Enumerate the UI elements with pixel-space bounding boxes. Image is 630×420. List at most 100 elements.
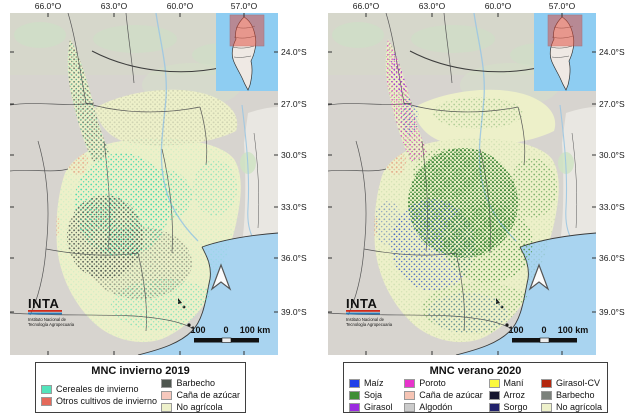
scale-bar-label: 0	[541, 325, 546, 335]
legend-title: MNC verano 2020	[429, 365, 522, 377]
map-panel-verano: 66.0°O 63.0°O 60.0°O 57.0°O	[328, 1, 625, 355]
legend-item: Soja	[349, 390, 404, 401]
legend-swatch	[41, 397, 52, 406]
inta-subtitle: Tecnología Agropecuaria	[28, 322, 75, 327]
lat-label: 30.0°S	[281, 150, 307, 160]
legend-item: Barbecho	[161, 378, 240, 389]
legend-item: Otros cultivos de invierno	[41, 396, 161, 407]
map-panel-invierno: 66.0°O 63.0°O 60.0°O 57.0°O	[10, 1, 307, 355]
legend-label: Cereales de invierno	[56, 384, 139, 394]
legend-item: Barbecho	[540, 390, 602, 401]
legend-swatch	[488, 391, 500, 400]
inta-logo: INTA Instituto Nacional de Tecnología Ag…	[346, 296, 393, 327]
legend-item: Caña de azúcar	[404, 390, 488, 401]
legend-label: Maní	[503, 378, 524, 388]
legend-swatch	[161, 403, 173, 412]
lat-label: 33.0°S	[599, 202, 625, 212]
legend-swatch	[540, 403, 552, 412]
legend-label: Caña de azúcar	[419, 390, 483, 400]
lon-label: 63.0°O	[418, 1, 446, 11]
inta-logo: INTA Instituto Nacional de Tecnología Ag…	[28, 296, 75, 327]
scale-bar-label: 100 km	[558, 325, 589, 335]
legend-title: MNC invierno 2019	[91, 365, 190, 377]
scale-bar-label: 100	[508, 325, 523, 335]
legend-swatch	[404, 379, 416, 388]
inta-subtitle: Instituto Nacional de	[28, 317, 67, 322]
inset-map	[215, 13, 278, 92]
legend-item: Poroto	[404, 378, 488, 389]
scale-bar: 100 0 100 km	[190, 325, 270, 343]
legend-swatch	[488, 379, 500, 388]
legend-label: Algodón	[419, 402, 453, 412]
legend-swatch	[404, 391, 416, 400]
legend-label: Otros cultivos de invierno	[56, 396, 158, 406]
legend-item: Girasol	[349, 402, 404, 413]
lon-label: 63.0°O	[100, 1, 128, 11]
inta-subtitle: Instituto Nacional de	[346, 317, 385, 322]
legend-item: Cereales de invierno	[41, 384, 161, 395]
legend-swatch	[349, 379, 360, 388]
legend-item: No agrícola	[540, 402, 602, 413]
inta-logo-text: INTA	[346, 296, 377, 311]
legend-swatch	[540, 391, 552, 400]
legend-label: Soja	[364, 390, 383, 400]
legend-swatch	[41, 385, 52, 394]
lon-label: 57.0°O	[230, 1, 258, 11]
legend-swatch	[349, 391, 360, 400]
lat-label: 27.0°S	[281, 99, 307, 109]
legend-swatch	[488, 403, 500, 412]
legend-item: Girasol-CV	[540, 378, 602, 389]
legend-item: Maíz	[349, 378, 404, 389]
legend-label: Barbecho	[176, 378, 215, 388]
legend-swatch	[349, 403, 360, 412]
legend-label: Arroz	[503, 390, 526, 400]
lat-label: 36.0°S	[599, 253, 625, 263]
legend-label: Barbecho	[555, 390, 595, 400]
legend-label: Sorgo	[503, 402, 528, 412]
legend-swatch	[161, 379, 173, 388]
inset-map	[533, 13, 596, 92]
legend-swatch	[540, 379, 552, 388]
lon-label: 57.0°O	[548, 1, 576, 11]
legend-label: Girasol-CV	[555, 378, 600, 388]
legend-swatch	[404, 403, 416, 412]
lat-label: 39.0°S	[599, 307, 625, 317]
map-verano: 100 0 100 km INTA Instituto Nacional de …	[328, 13, 596, 355]
lat-label: 30.0°S	[599, 150, 625, 160]
crop-speckles-invierno	[56, 39, 241, 343]
legend-item: Maní	[488, 378, 541, 389]
legend-invierno: MNC invierno 2019 Cereales de invierno O…	[35, 362, 246, 413]
lat-label: 24.0°S	[281, 47, 307, 57]
legend-label: Caña de azúcar	[176, 390, 240, 400]
lat-label: 39.0°S	[281, 307, 307, 317]
legend-label: Poroto	[419, 378, 446, 388]
legend-item: Caña de azúcar	[161, 390, 240, 401]
lat-label: 24.0°S	[599, 47, 625, 57]
scale-bar-label: 100	[190, 325, 205, 335]
legend-verano: MNC verano 2020 Maíz Soja Girasol	[343, 362, 608, 413]
legend-item: No agrícola	[161, 402, 240, 413]
legend-item: Sorgo	[488, 402, 541, 413]
lat-label: 33.0°S	[281, 202, 307, 212]
lon-label: 66.0°O	[34, 1, 62, 11]
map-invierno: 100 0 100 km INTA Instituto Nacional de …	[10, 13, 278, 355]
lat-label: 36.0°S	[281, 253, 307, 263]
scale-bar-label: 0	[223, 325, 228, 335]
legend-item: Arroz	[488, 390, 541, 401]
legend-swatch	[161, 391, 173, 400]
legend-label: Maíz	[364, 378, 384, 388]
lon-label: 60.0°O	[484, 1, 512, 11]
lon-label: 66.0°O	[352, 1, 380, 11]
scale-bar: 100 0 100 km	[508, 325, 588, 343]
inta-subtitle: Tecnología Agropecuaria	[346, 322, 393, 327]
legend-label: No agrícola	[176, 402, 223, 412]
lon-label: 60.0°O	[166, 1, 194, 11]
legend-label: Girasol	[364, 402, 393, 412]
inta-logo-text: INTA	[28, 296, 59, 311]
lat-label: 27.0°S	[599, 99, 625, 109]
legend-label: No agrícola	[555, 402, 602, 412]
scale-bar-label: 100 km	[240, 325, 271, 335]
crop-speckles-verano	[374, 39, 559, 343]
legend-item: Algodón	[404, 402, 488, 413]
